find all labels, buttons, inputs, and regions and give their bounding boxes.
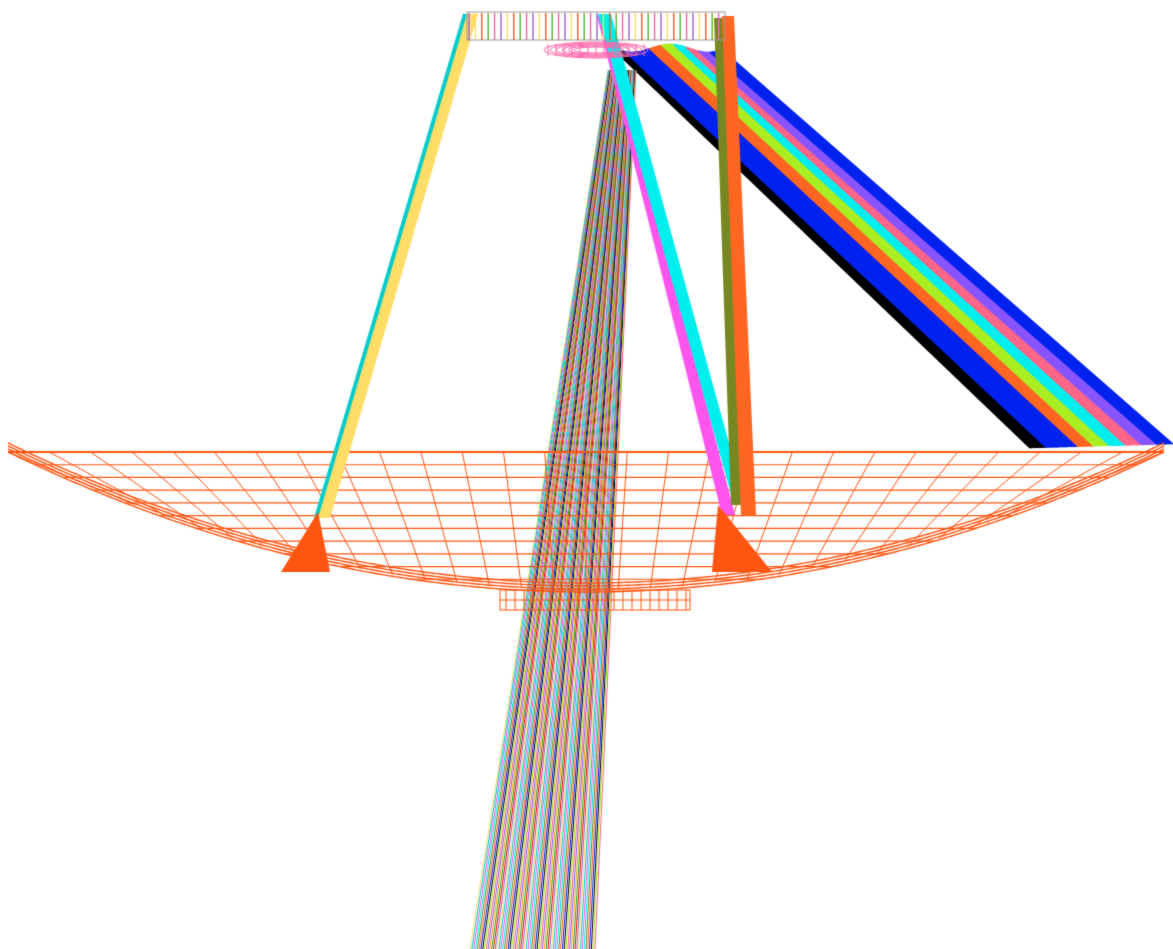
ray-trace-canvas [0,0,1173,949]
ray-trace-view [0,0,1173,949]
